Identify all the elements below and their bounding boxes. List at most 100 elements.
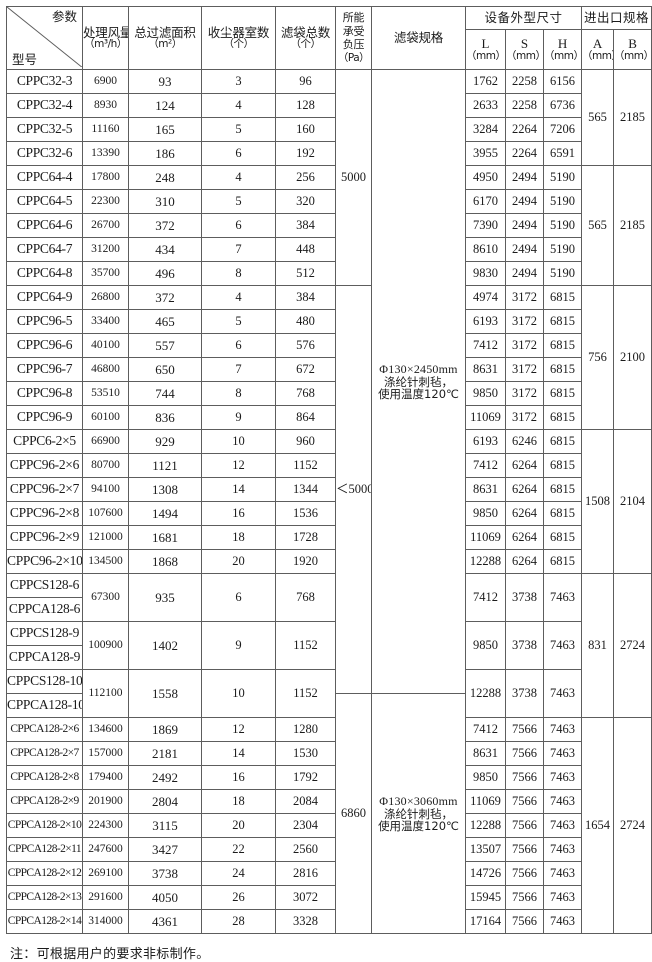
cell-filter-area: 3738 bbox=[129, 862, 202, 886]
cell-airflow: 157000 bbox=[83, 742, 129, 766]
cell-filter-area: 434 bbox=[129, 238, 202, 262]
cell-chambers: 6 bbox=[202, 574, 276, 622]
cell-filter-area: 372 bbox=[129, 286, 202, 310]
col-header-chambers: 收尘器室数 （个） bbox=[202, 7, 276, 70]
cell-airflow: 100900 bbox=[83, 622, 129, 670]
bag-spec-line: 涤纶针刺毡， bbox=[372, 808, 465, 820]
cell-dim-L: 8610 bbox=[466, 238, 506, 262]
cell-dim-L: 9830 bbox=[466, 262, 506, 286]
cell-model: CPPCA128-2×9 bbox=[7, 790, 83, 814]
cell-model: CPPC64-5 bbox=[7, 190, 83, 214]
bag-spec-line: 使用温度120℃ bbox=[372, 388, 465, 400]
cell-airflow: 107600 bbox=[83, 502, 129, 526]
cell-chambers: 6 bbox=[202, 334, 276, 358]
table-row: CPPC96-640100557657674123172681514880 bbox=[7, 334, 652, 358]
cell-model: CPPCA128-9 bbox=[7, 646, 83, 670]
cell-model: CPPCS128-10 bbox=[7, 670, 83, 694]
bag-spec-line: 涤纶针刺毡， bbox=[372, 376, 465, 388]
cell-airflow: 201900 bbox=[83, 790, 129, 814]
cell-bag-count: 1152 bbox=[276, 454, 336, 478]
cell-bag-count: 2304 bbox=[276, 814, 336, 838]
cell-port-A: 831 bbox=[582, 574, 614, 718]
cell-dim-L: 1762 bbox=[466, 70, 506, 94]
cell-model: CPPCA128-6 bbox=[7, 598, 83, 622]
cell-dim-L: 8631 bbox=[466, 742, 506, 766]
cell-dim-S: 2494 bbox=[506, 262, 544, 286]
cell-model: CPPC96-2×10 bbox=[7, 550, 83, 574]
cell-model: CPPC32-3 bbox=[7, 70, 83, 94]
cell-dim-L: 13507 bbox=[466, 838, 506, 862]
cell-dim-H: 7463 bbox=[544, 742, 582, 766]
cell-dim-H: 7463 bbox=[544, 718, 582, 742]
corner-param-label: 参数 bbox=[52, 10, 77, 23]
cell-model: CPPCA128-2×12 bbox=[7, 862, 83, 886]
cell-dim-S: 7566 bbox=[506, 718, 544, 742]
cell-port-B: 2100 bbox=[614, 286, 652, 430]
col-header-bag-count-unit: （个） bbox=[276, 39, 335, 50]
cell-bag-count: 128 bbox=[276, 94, 336, 118]
cell-airflow: 35700 bbox=[83, 262, 129, 286]
cell-dim-S: 7566 bbox=[506, 886, 544, 910]
cell-chambers: 24 bbox=[202, 862, 276, 886]
col-header-bag-spec-label: 滤袋规格 bbox=[372, 31, 465, 44]
cell-bag-count: 960 bbox=[276, 430, 336, 454]
cell-dim-S: 7566 bbox=[506, 766, 544, 790]
cell-model: CPPCA128-2×11 bbox=[7, 838, 83, 862]
cell-model: CPPC96-2×9 bbox=[7, 526, 83, 550]
cell-dim-L: 11069 bbox=[466, 790, 506, 814]
cell-bag-count: 2560 bbox=[276, 838, 336, 862]
cell-airflow: 11160 bbox=[83, 118, 129, 142]
cell-dim-L: 7412 bbox=[466, 454, 506, 478]
table-row: CPPC96-9601008369864110693172681521240 bbox=[7, 406, 652, 430]
cell-filter-area: 124 bbox=[129, 94, 202, 118]
cell-chambers: 12 bbox=[202, 454, 276, 478]
col-header-A: A （mm） bbox=[582, 30, 614, 70]
cell-filter-area: 929 bbox=[129, 430, 202, 454]
cell-filter-area: 744 bbox=[129, 382, 202, 406]
table-row: CPPC64-52230031053206170249451909960 bbox=[7, 190, 652, 214]
cell-bag-count: 448 bbox=[276, 238, 336, 262]
cell-bag-count: 320 bbox=[276, 190, 336, 214]
col-header-pressure-unit: （Pa） bbox=[336, 52, 371, 65]
cell-bag-count: 192 bbox=[276, 142, 336, 166]
cell-bag-count: 576 bbox=[276, 334, 336, 358]
cell-dim-H: 5190 bbox=[544, 262, 582, 286]
cell-dim-H: 6156 bbox=[544, 70, 582, 94]
cell-model: CPPCA128-2×8 bbox=[7, 766, 83, 790]
cell-dim-H: 6815 bbox=[544, 358, 582, 382]
col-header-bag-spec: 滤袋规格 bbox=[372, 7, 466, 70]
cell-dim-H: 7206 bbox=[544, 118, 582, 142]
cell-dim-H: 6815 bbox=[544, 382, 582, 406]
cell-model: CPPC64-9 bbox=[7, 286, 83, 310]
cell-dim-H: 7463 bbox=[544, 910, 582, 934]
cell-airflow: 17800 bbox=[83, 166, 129, 190]
cell-chambers: 20 bbox=[202, 814, 276, 838]
cell-dim-S: 7566 bbox=[506, 910, 544, 934]
cell-model: CPPC96-9 bbox=[7, 406, 83, 430]
cell-chambers: 9 bbox=[202, 406, 276, 430]
col-header-H-label: H bbox=[544, 37, 581, 51]
cell-bag-count: 1280 bbox=[276, 718, 336, 742]
cell-dim-S: 7566 bbox=[506, 862, 544, 886]
col-header-airflow-unit: （m³/h） bbox=[83, 39, 128, 50]
table-row: CPPCS128-9100900140291152985037387463316… bbox=[7, 622, 652, 646]
cell-dim-H: 6815 bbox=[544, 406, 582, 430]
cell-dim-H: 6815 bbox=[544, 334, 582, 358]
cell-dim-S: 2258 bbox=[506, 94, 544, 118]
cell-dim-H: 7463 bbox=[544, 862, 582, 886]
cell-filter-area: 4050 bbox=[129, 886, 202, 910]
cell-filter-area: 165 bbox=[129, 118, 202, 142]
cell-chambers: 12 bbox=[202, 718, 276, 742]
cell-chambers: 22 bbox=[202, 838, 276, 862]
cell-bag-count: 160 bbox=[276, 118, 336, 142]
cell-model: CPPC32-5 bbox=[7, 118, 83, 142]
cell-dim-S: 3172 bbox=[506, 286, 544, 310]
